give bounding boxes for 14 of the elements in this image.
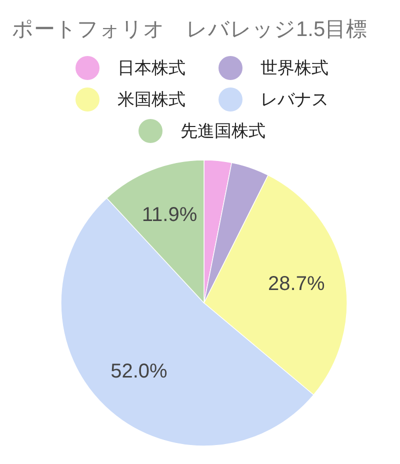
legend-label: 世界株式 — [260, 58, 328, 78]
data-label: 52.0% — [110, 360, 168, 382]
legend-item: 先進国株式 — [138, 119, 266, 143]
title: ポートフォリオ レバレッジ1.5目標 — [12, 18, 368, 41]
legend-item: レバナス — [218, 88, 328, 112]
legend-item: 日本株式 — [76, 56, 186, 80]
legend-label: レバナス — [260, 90, 328, 109]
legend-label: 日本株式 — [118, 58, 186, 78]
legend-label: 先進国株式 — [180, 122, 266, 140]
legend-item: 米国株式 — [76, 88, 186, 112]
data-label: 28.7% — [268, 272, 325, 295]
legend-label: 米国株式 — [118, 90, 186, 109]
data-label: 11.9% — [142, 204, 198, 226]
legend-item: 世界株式 — [218, 56, 328, 80]
